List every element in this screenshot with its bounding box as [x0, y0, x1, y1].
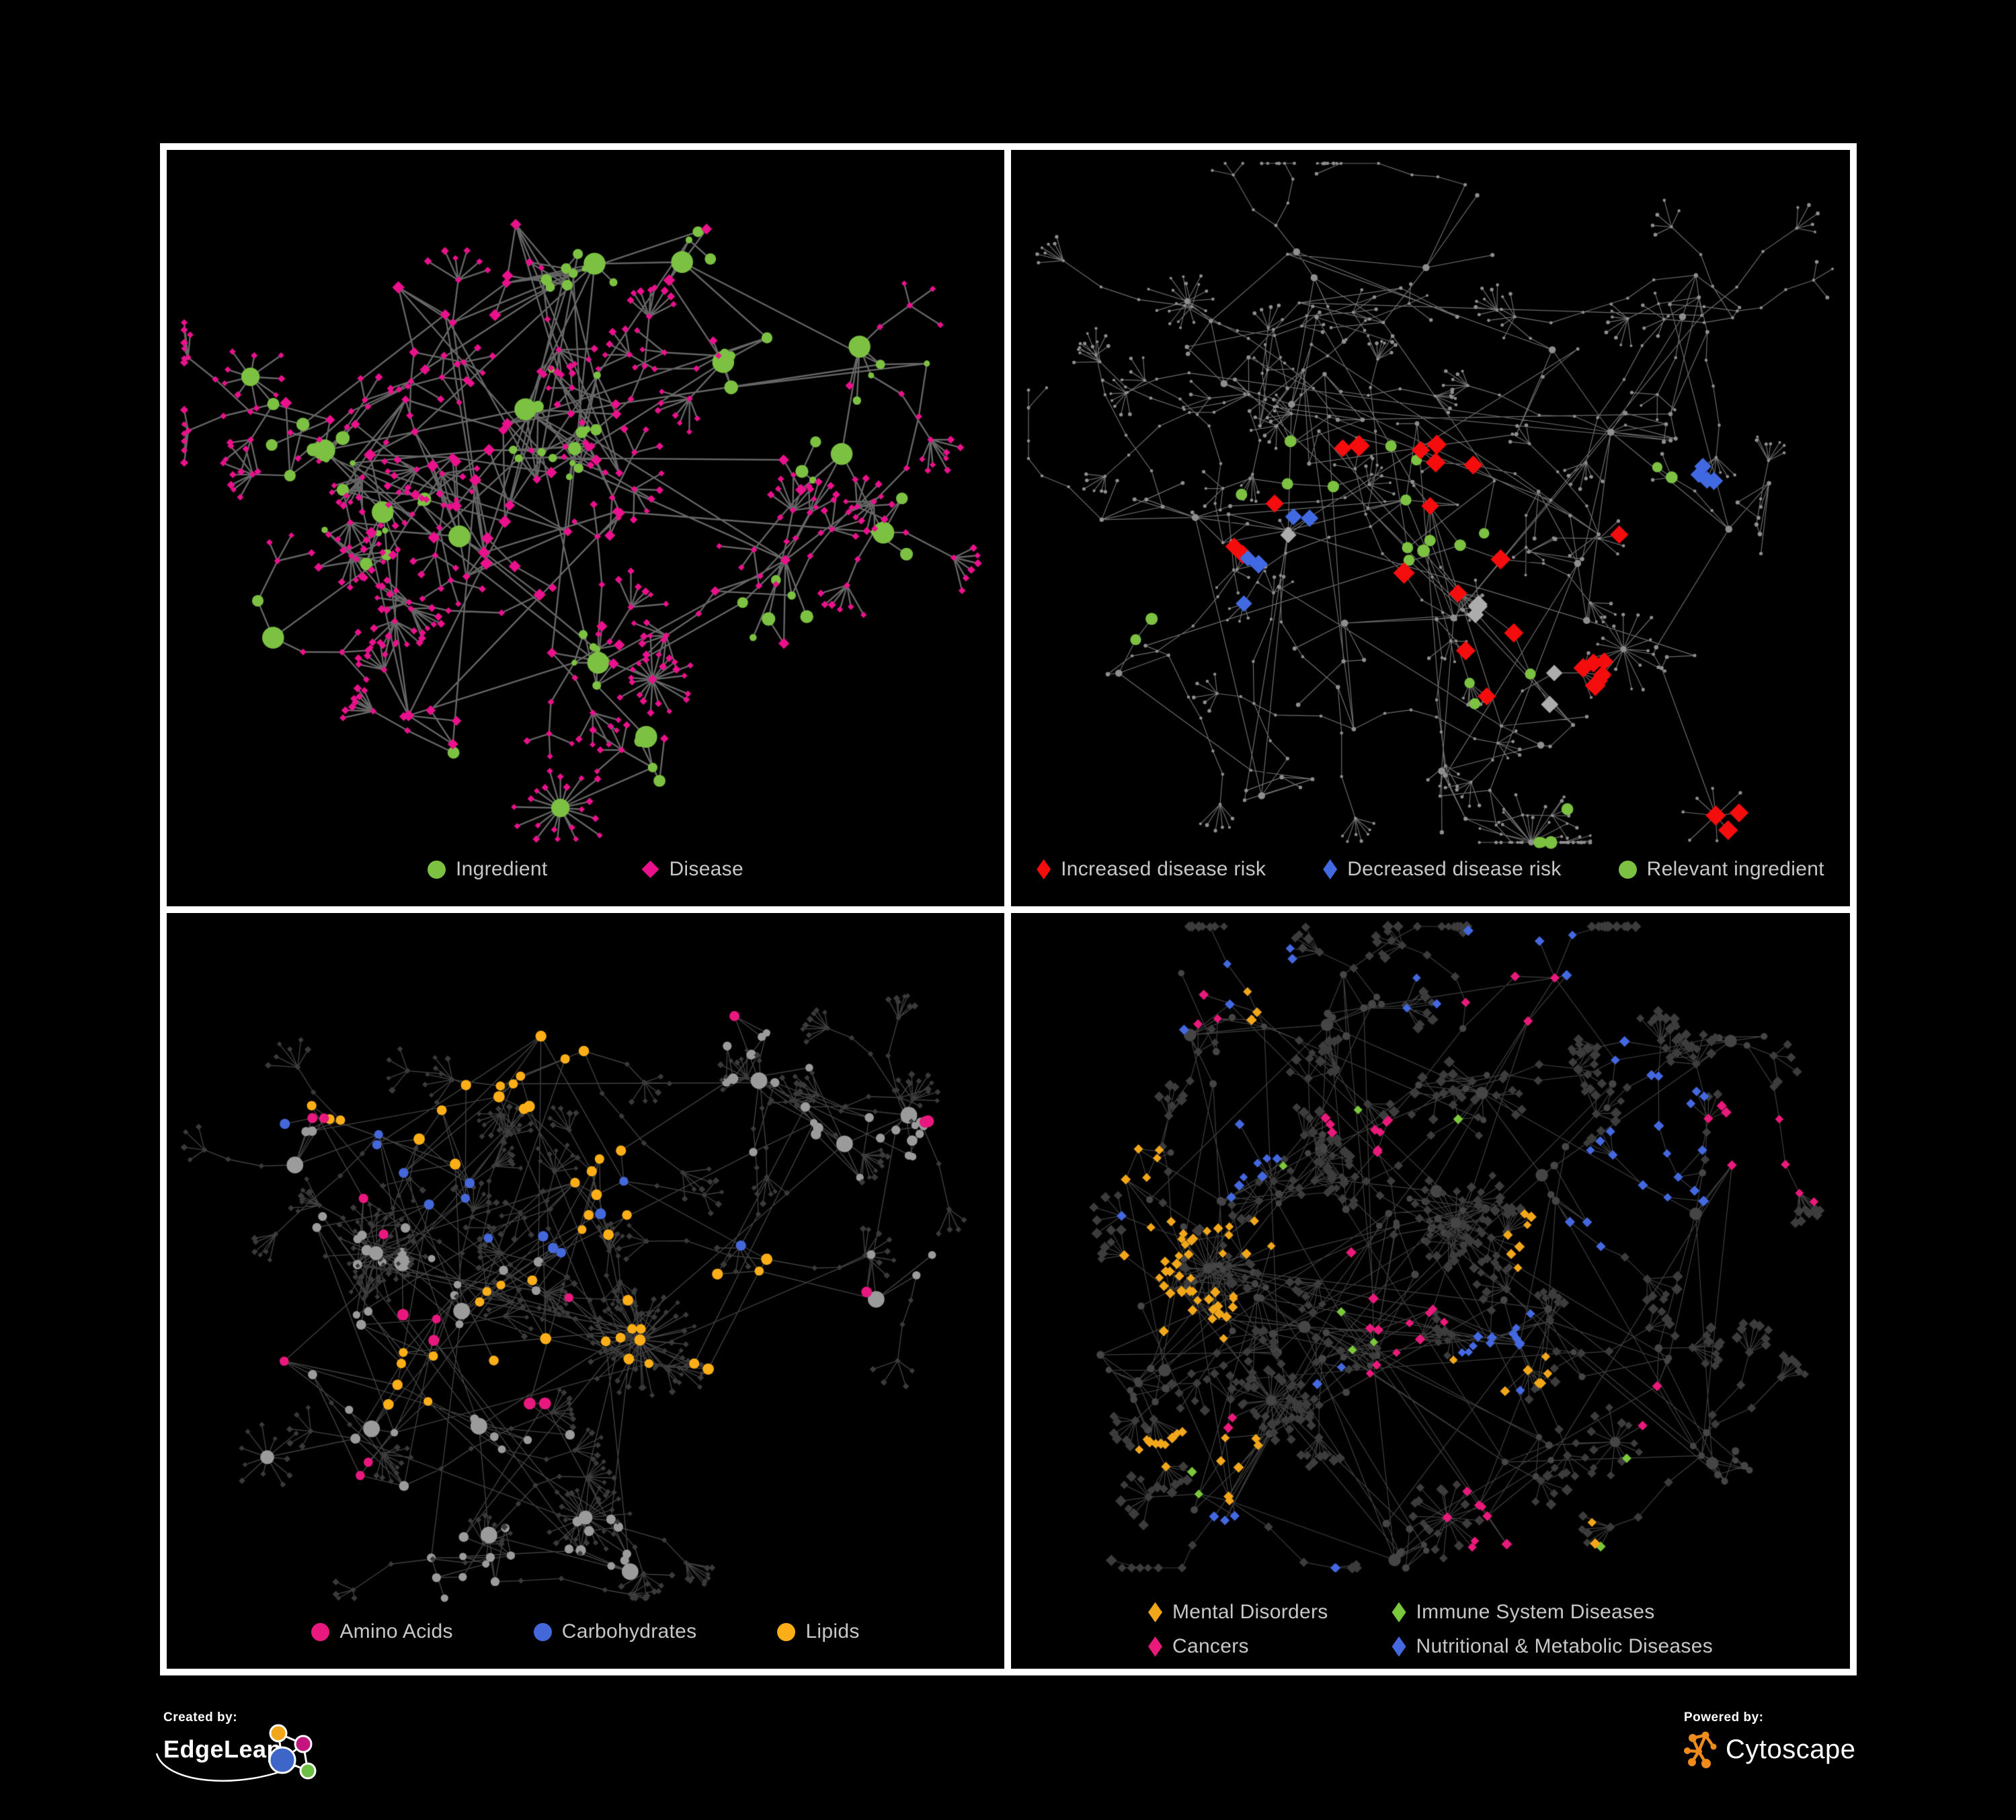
diamond-chip [1148, 1636, 1162, 1657]
diamond-chip [1392, 1636, 1406, 1657]
legend-label: Disease [669, 858, 743, 880]
legend-label: Carbohydrates [561, 1620, 697, 1643]
network-canvas-ingredient-disease [167, 150, 1004, 906]
network-canvas-disease-risk [1011, 150, 1850, 906]
circle-chip [311, 1622, 330, 1641]
legend-item-carbohydrates: Carbohydrates [533, 1620, 697, 1643]
powered-by-caption: Powered by: [1684, 1710, 1764, 1725]
legend-label: Nutritional & Metabolic Diseases [1416, 1635, 1713, 1657]
circle-chip [1618, 860, 1637, 879]
legend-item-increased-disease-risk: Increased disease risk [1037, 858, 1266, 881]
legend-item-mental-disorders: Mental Disorders [1148, 1601, 1328, 1624]
legend-item-lipids: Lipids [777, 1620, 859, 1643]
legend-disease-classes: Mental Disorders Immune System Diseases Ca… [1148, 1601, 1713, 1658]
legend-item-relevant-ingredient: Relevant ingredient [1618, 858, 1824, 881]
legend-item-cancers: Cancers [1148, 1635, 1328, 1658]
legend-label: Relevant ingredient [1646, 858, 1824, 880]
created-by-caption: Created by: [163, 1710, 238, 1725]
circle-chip [533, 1622, 552, 1641]
legend-item-amino-acids: Amino Acids [311, 1620, 452, 1643]
diamond-chip [1392, 1602, 1406, 1622]
legend-label: Decreased disease risk [1347, 858, 1562, 880]
network-canvas-nutrient-classes [167, 913, 1004, 1669]
edgeleap-branding: Created by: EdgeLeap [155, 1710, 317, 1782]
legend-item-immune-system-diseases: Immune System Diseases [1392, 1601, 1713, 1624]
legend-label: Lipids [805, 1620, 860, 1643]
legend-ingredient-disease: Ingredient Disease [173, 858, 998, 881]
cytoscape-wordmark: Cytoscape [1726, 1734, 1856, 1764]
legend-label: Cancers [1172, 1635, 1249, 1657]
panel-nutrient-classes: Amino Acids Carbohydrates Lipids [160, 906, 1011, 1675]
circle-chip [777, 1622, 796, 1641]
diamond-chip [1148, 1602, 1162, 1622]
diamond-chip [1323, 859, 1338, 879]
cytoscape-branding: Powered by: [1684, 1710, 1855, 1768]
legend-label: Mental Disorders [1172, 1601, 1328, 1623]
legend-label: Increased disease risk [1061, 858, 1266, 880]
legend-item-nutritional-metabolic-diseases: Nutritional & Metabolic Diseases [1392, 1635, 1713, 1658]
legend-nutrient-classes: Amino Acids Carbohydrates Lipids [173, 1620, 998, 1643]
network-canvas-disease-classes [1011, 913, 1850, 1669]
diamond-chip [641, 861, 659, 878]
cytoscape-logo-icon [1684, 1731, 1717, 1768]
legend-label: Ingredient [456, 858, 548, 880]
edgeleap-wordmark: EdgeLeap [163, 1735, 282, 1763]
panel-disease-risk: Increased disease risk Decreased disease … [1004, 143, 1857, 913]
diamond-chip [1037, 859, 1051, 879]
legend-label: Amino Acids [339, 1620, 453, 1643]
panel-ingredient-disease: Ingredient Disease [160, 143, 1011, 913]
legend-item-disease: Disease [641, 858, 743, 881]
legend-item-decreased-disease-risk: Decreased disease risk [1323, 858, 1561, 881]
legend-disease-risk: Increased disease risk Decreased disease … [1018, 858, 1843, 881]
legend-label: Immune System Diseases [1416, 1601, 1655, 1623]
circle-chip [428, 860, 446, 879]
panel-disease-classes: Mental Disorders Immune System Diseases Ca… [1004, 906, 1857, 1675]
legend-item-ingredient: Ingredient [428, 858, 547, 881]
